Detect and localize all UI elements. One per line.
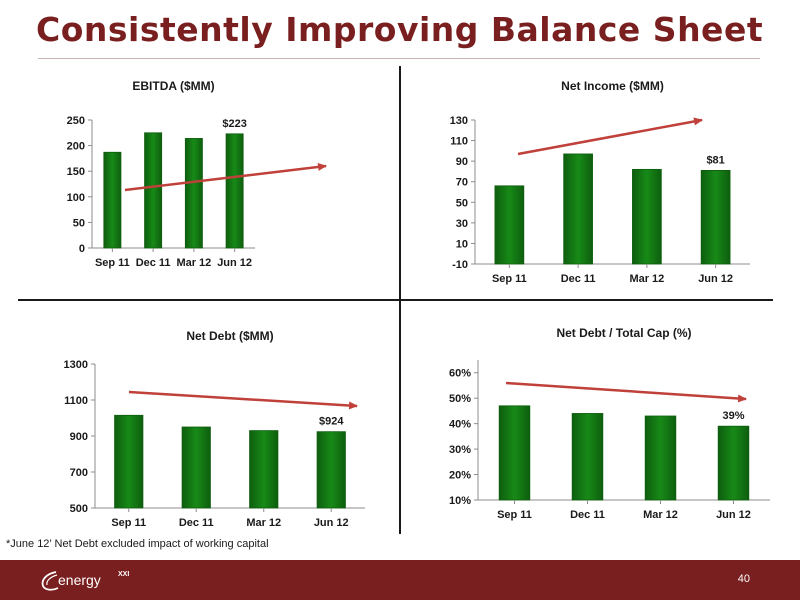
x-tick-label: Dec 11 xyxy=(179,517,214,529)
bar xyxy=(114,414,144,509)
data-label: $81 xyxy=(706,154,724,166)
data-label: $223 xyxy=(222,118,246,130)
company-logo: energy XXI xyxy=(40,569,150,595)
x-tick-label: Sep 11 xyxy=(111,517,146,529)
footer-bar: energy XXI 40 xyxy=(0,560,800,600)
net-debt-chart: Net Debt ($MM) 500 700 900 1100 1300 Sep 11 Dec… xyxy=(0,300,400,540)
y-tick-label: 700 xyxy=(70,467,88,479)
trend-arrow xyxy=(517,117,703,156)
bar xyxy=(700,170,731,265)
horizontal-divider xyxy=(18,299,773,301)
y-tick-label: 250 xyxy=(67,115,85,127)
page-number: 40 xyxy=(737,573,750,585)
logo-superscript: XXI xyxy=(118,571,130,578)
y-tick-label: 110 xyxy=(450,136,468,148)
net-income-chart: Net Income ($MM) -10 10 30 50 70 90 110 130 Sep 1… xyxy=(400,60,800,300)
y-tick-label: 60% xyxy=(449,368,471,380)
x-tick-label: Jun 12 xyxy=(217,257,252,269)
y-tick-label: 90 xyxy=(456,156,468,168)
bar xyxy=(249,430,279,509)
footnote: *June 12’ Net Debt excluded impact of wo… xyxy=(6,538,269,550)
net-debt-total-cap-chart: Net Debt / Total Cap (%) 10% 20% 30% 40% 50% 6… xyxy=(400,300,800,540)
chart-title: EBITDA ($MM) xyxy=(132,79,214,93)
y-tick-label: 500 xyxy=(70,503,88,515)
ebitda-chart: EBITDA ($MM) 0 50 100 150 200 250 Sep 11 Dec 11 M… xyxy=(0,60,400,300)
y-tick-label: 1100 xyxy=(64,395,88,407)
x-tick-label: Sep 11 xyxy=(492,273,527,285)
trend-arrow xyxy=(505,381,747,403)
x-tick-label: Dec 11 xyxy=(561,273,596,285)
x-tick-label: Jun 12 xyxy=(314,517,349,529)
chart-title: Net Debt ($MM) xyxy=(186,329,273,343)
y-tick-label: 0 xyxy=(79,243,85,255)
bar xyxy=(184,138,203,249)
y-tick-label: 20% xyxy=(449,470,471,482)
y-tick-label: 50 xyxy=(456,197,468,209)
trend-arrow xyxy=(124,162,327,192)
ebitda-chart-svg: EBITDA ($MM) 0 50 100 150 200 250 Sep 11 Dec 11 M… xyxy=(67,79,327,269)
data-label: 39% xyxy=(722,410,744,422)
x-tick-label: Jun 12 xyxy=(698,273,733,285)
bar xyxy=(144,132,163,249)
chart-title: Net Income ($MM) xyxy=(561,79,664,93)
x-tick-label: Mar 12 xyxy=(643,509,678,521)
y-tick-label: 30 xyxy=(456,218,468,230)
y-tick-label: 30% xyxy=(449,444,471,456)
y-tick-label: 1300 xyxy=(64,359,88,371)
bar xyxy=(494,185,525,265)
x-tick-label: Sep 11 xyxy=(95,257,130,269)
net-debt-total-cap-chart-svg: Net Debt / Total Cap (%) 10% 20% 30% 40% 50% 6… xyxy=(449,326,770,521)
y-tick-label: 70 xyxy=(456,177,468,189)
y-tick-label: 150 xyxy=(67,166,85,178)
trend-arrow xyxy=(128,390,358,410)
x-tick-label: Mar 12 xyxy=(246,517,281,529)
y-tick-label: -10 xyxy=(452,259,468,271)
net-debt-chart-svg: Net Debt ($MM) 500 700 900 1100 1300 Sep 11 Dec… xyxy=(64,329,365,529)
swoosh-icon xyxy=(41,571,59,591)
title-underline xyxy=(38,58,760,59)
chart-title: Net Debt / Total Cap (%) xyxy=(556,326,691,340)
x-tick-label: Sep 11 xyxy=(497,509,532,521)
bar xyxy=(571,413,604,501)
bar xyxy=(498,405,531,501)
x-tick-label: Dec 11 xyxy=(136,257,171,269)
x-tick-label: Jun 12 xyxy=(716,509,751,521)
net-income-chart-svg: Net Income ($MM) -10 10 30 50 70 90 110 130 Sep 1… xyxy=(450,79,750,285)
y-tick-label: 130 xyxy=(450,115,468,127)
x-tick-label: Mar 12 xyxy=(176,257,211,269)
bar xyxy=(316,431,346,509)
y-tick-label: 50% xyxy=(449,393,471,405)
y-tick-label: 10 xyxy=(456,238,468,250)
data-label: $924 xyxy=(319,416,344,428)
page-title: Consistently Improving Balance Sheet xyxy=(36,10,764,49)
bar xyxy=(563,153,593,265)
y-tick-label: 10% xyxy=(449,495,471,507)
bar xyxy=(644,415,677,501)
bar xyxy=(225,133,244,249)
logo-wordmark: energy xyxy=(58,572,101,588)
bar xyxy=(717,425,750,501)
y-tick-label: 100 xyxy=(67,192,85,204)
y-tick-label: 900 xyxy=(70,431,88,443)
y-tick-label: 50 xyxy=(73,217,85,229)
y-tick-label: 40% xyxy=(449,419,471,431)
y-tick-label: 200 xyxy=(67,141,85,153)
bar xyxy=(181,426,211,509)
bar xyxy=(103,151,122,249)
x-tick-label: Mar 12 xyxy=(629,273,664,285)
x-tick-label: Dec 11 xyxy=(570,509,605,521)
bar xyxy=(632,168,662,265)
